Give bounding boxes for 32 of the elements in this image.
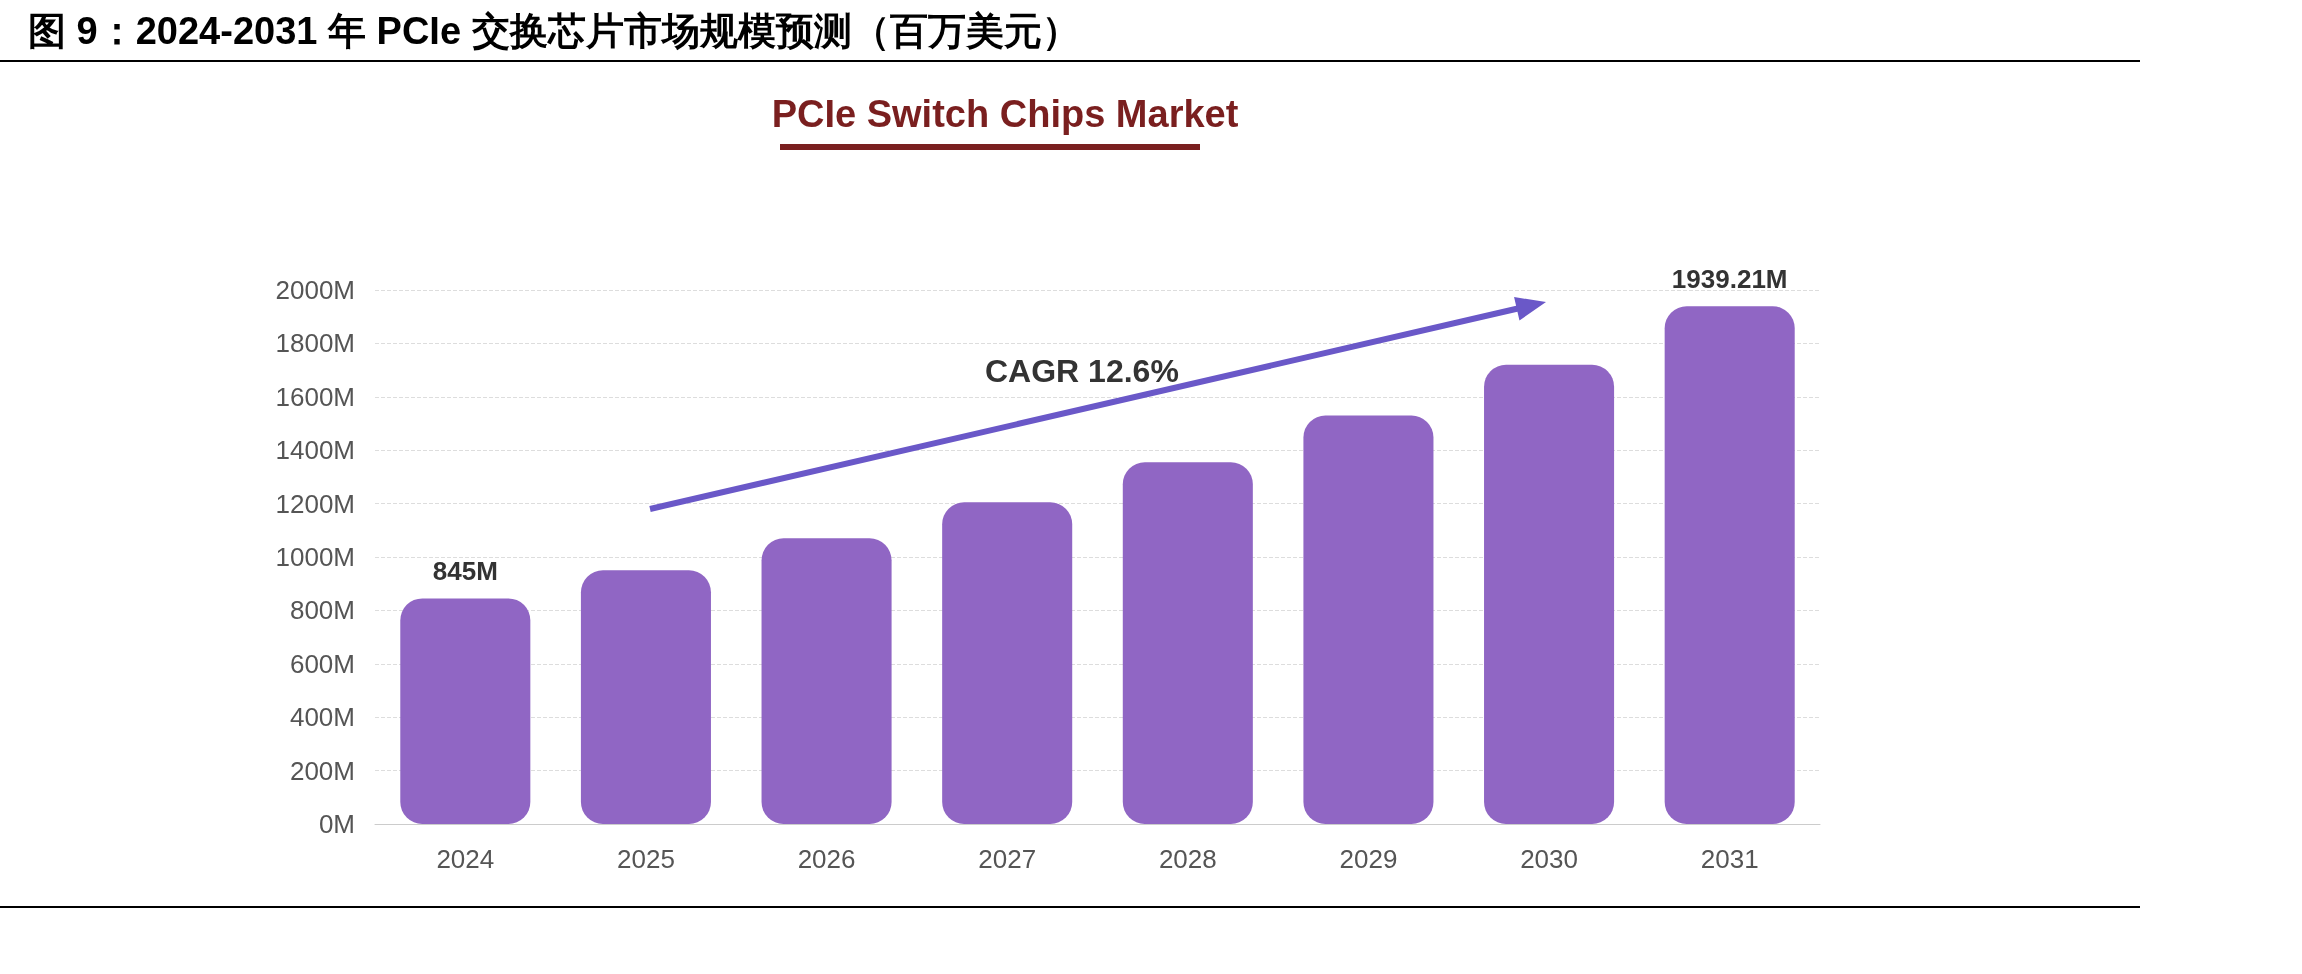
x-tick-label: 2026 <box>797 844 856 874</box>
bar <box>942 502 1073 824</box>
x-tick-label: 2030 <box>1520 844 1578 874</box>
y-tick-label: 1800M <box>275 328 355 359</box>
y-tick-label: 800M <box>289 595 355 626</box>
y-tick-label: 2000M <box>275 275 355 305</box>
x-tick-label: 2028 <box>1158 844 1217 874</box>
bar <box>580 570 711 824</box>
annotation: CAGR 12.6% <box>985 353 1179 389</box>
x-tick-label: 2031 <box>1700 844 1759 874</box>
x-tick-label: 2025 <box>617 844 675 874</box>
x-tick-label: 2027 <box>978 844 1037 874</box>
bar <box>1484 364 1615 824</box>
y-tick-label: 1600M <box>275 381 355 412</box>
x-tick-label: 2024 <box>436 844 495 874</box>
y-tick-label: 1400M <box>275 435 355 466</box>
y-tick-label: 400M <box>289 702 355 733</box>
data-label: 845M <box>432 556 498 587</box>
bar <box>400 598 531 824</box>
y-tick-label: 0M <box>318 809 355 839</box>
bar <box>761 538 892 824</box>
chart-title: 图 9：2024-2031 年 PCIe 交换芯片市场规模预测（百万美元） <box>28 9 1080 54</box>
bar <box>1664 306 1795 824</box>
bar <box>1122 462 1253 824</box>
y-tick-label: 1000M <box>275 542 355 572</box>
y-tick-label: 600M <box>289 648 355 679</box>
x-tick-label: 2029 <box>1339 844 1398 874</box>
data-label: 1939.21M <box>1671 264 1788 295</box>
y-tick-label: 200M <box>289 755 355 786</box>
chart-subtitle: PCIe Switch Chips Market <box>771 93 1239 135</box>
bar <box>1303 415 1434 824</box>
y-tick-label: 1200M <box>275 488 355 519</box>
